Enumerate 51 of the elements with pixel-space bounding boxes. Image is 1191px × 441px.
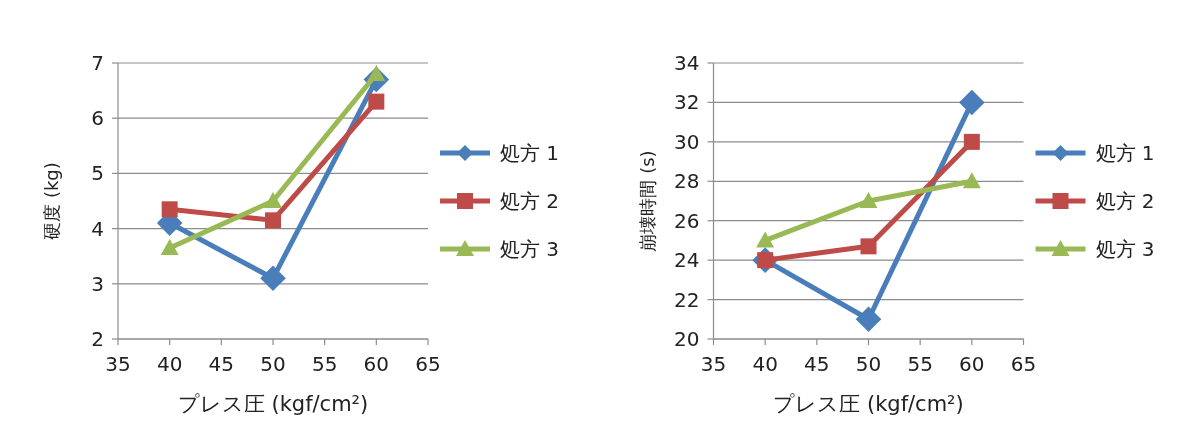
y-tick-label: 5 — [91, 161, 104, 186]
point — [963, 133, 980, 150]
y-tick-label: 26 — [674, 208, 700, 233]
y-tick-label: 3 — [91, 271, 104, 296]
point — [855, 306, 882, 333]
legend-label: 処方 2 — [500, 189, 560, 213]
y-tick-label: 6 — [91, 106, 104, 131]
y-tick-label: 30 — [674, 129, 700, 154]
y-tick-label: 34 — [674, 51, 700, 75]
y-tick-label: 2 — [91, 327, 104, 351]
point — [756, 231, 775, 248]
legend-label: 処方 3 — [1095, 237, 1155, 261]
x-tick-label: 45 — [804, 352, 830, 376]
x-tick-label: 60 — [959, 352, 985, 376]
point — [859, 192, 878, 208]
x-tick-label: 55 — [311, 352, 338, 376]
x-tick-label: 40 — [156, 352, 183, 376]
x-axis-title: プレス圧 (kgf/cm²) — [773, 392, 964, 416]
y-tick-label: 4 — [91, 216, 104, 241]
y-tick-label: 28 — [674, 169, 700, 194]
point — [959, 89, 985, 116]
point — [160, 238, 179, 255]
legend-label: 処方 2 — [1095, 189, 1155, 213]
point — [962, 172, 981, 189]
y-tick-label: 20 — [674, 327, 700, 351]
y-tick-label: 22 — [674, 287, 700, 312]
y-axis-title: 崩壊時間 (s) — [636, 150, 658, 252]
x-tick-label: 35 — [105, 352, 131, 376]
x-tick-label: 35 — [700, 352, 727, 376]
point — [260, 265, 286, 292]
y-axis-title: 硬度 (kg) — [41, 162, 62, 240]
x-tick-label: 60 — [363, 352, 390, 376]
y-tick-label: 7 — [91, 51, 104, 75]
x-tick-label: 50 — [855, 352, 882, 376]
legend-label: 処方 1 — [1095, 141, 1155, 165]
point — [368, 93, 385, 110]
point — [264, 192, 282, 208]
point — [161, 201, 178, 218]
legend-label: 処方 3 — [500, 237, 560, 261]
x-tick-label: 45 — [208, 352, 235, 376]
point — [860, 238, 877, 255]
legend-label: 処方 1 — [500, 141, 560, 165]
x-tick-label: 65 — [415, 352, 441, 376]
x-tick-label: 55 — [907, 352, 933, 376]
y-tick-label: 24 — [674, 248, 700, 273]
x-axis-title: プレス圧 (kgf/cm²) — [177, 392, 369, 416]
point — [265, 212, 281, 229]
x-tick-label: 40 — [752, 352, 778, 376]
x-tick-label: 65 — [1010, 352, 1037, 376]
x-tick-label: 50 — [260, 352, 286, 376]
y-tick-label: 32 — [674, 90, 700, 115]
